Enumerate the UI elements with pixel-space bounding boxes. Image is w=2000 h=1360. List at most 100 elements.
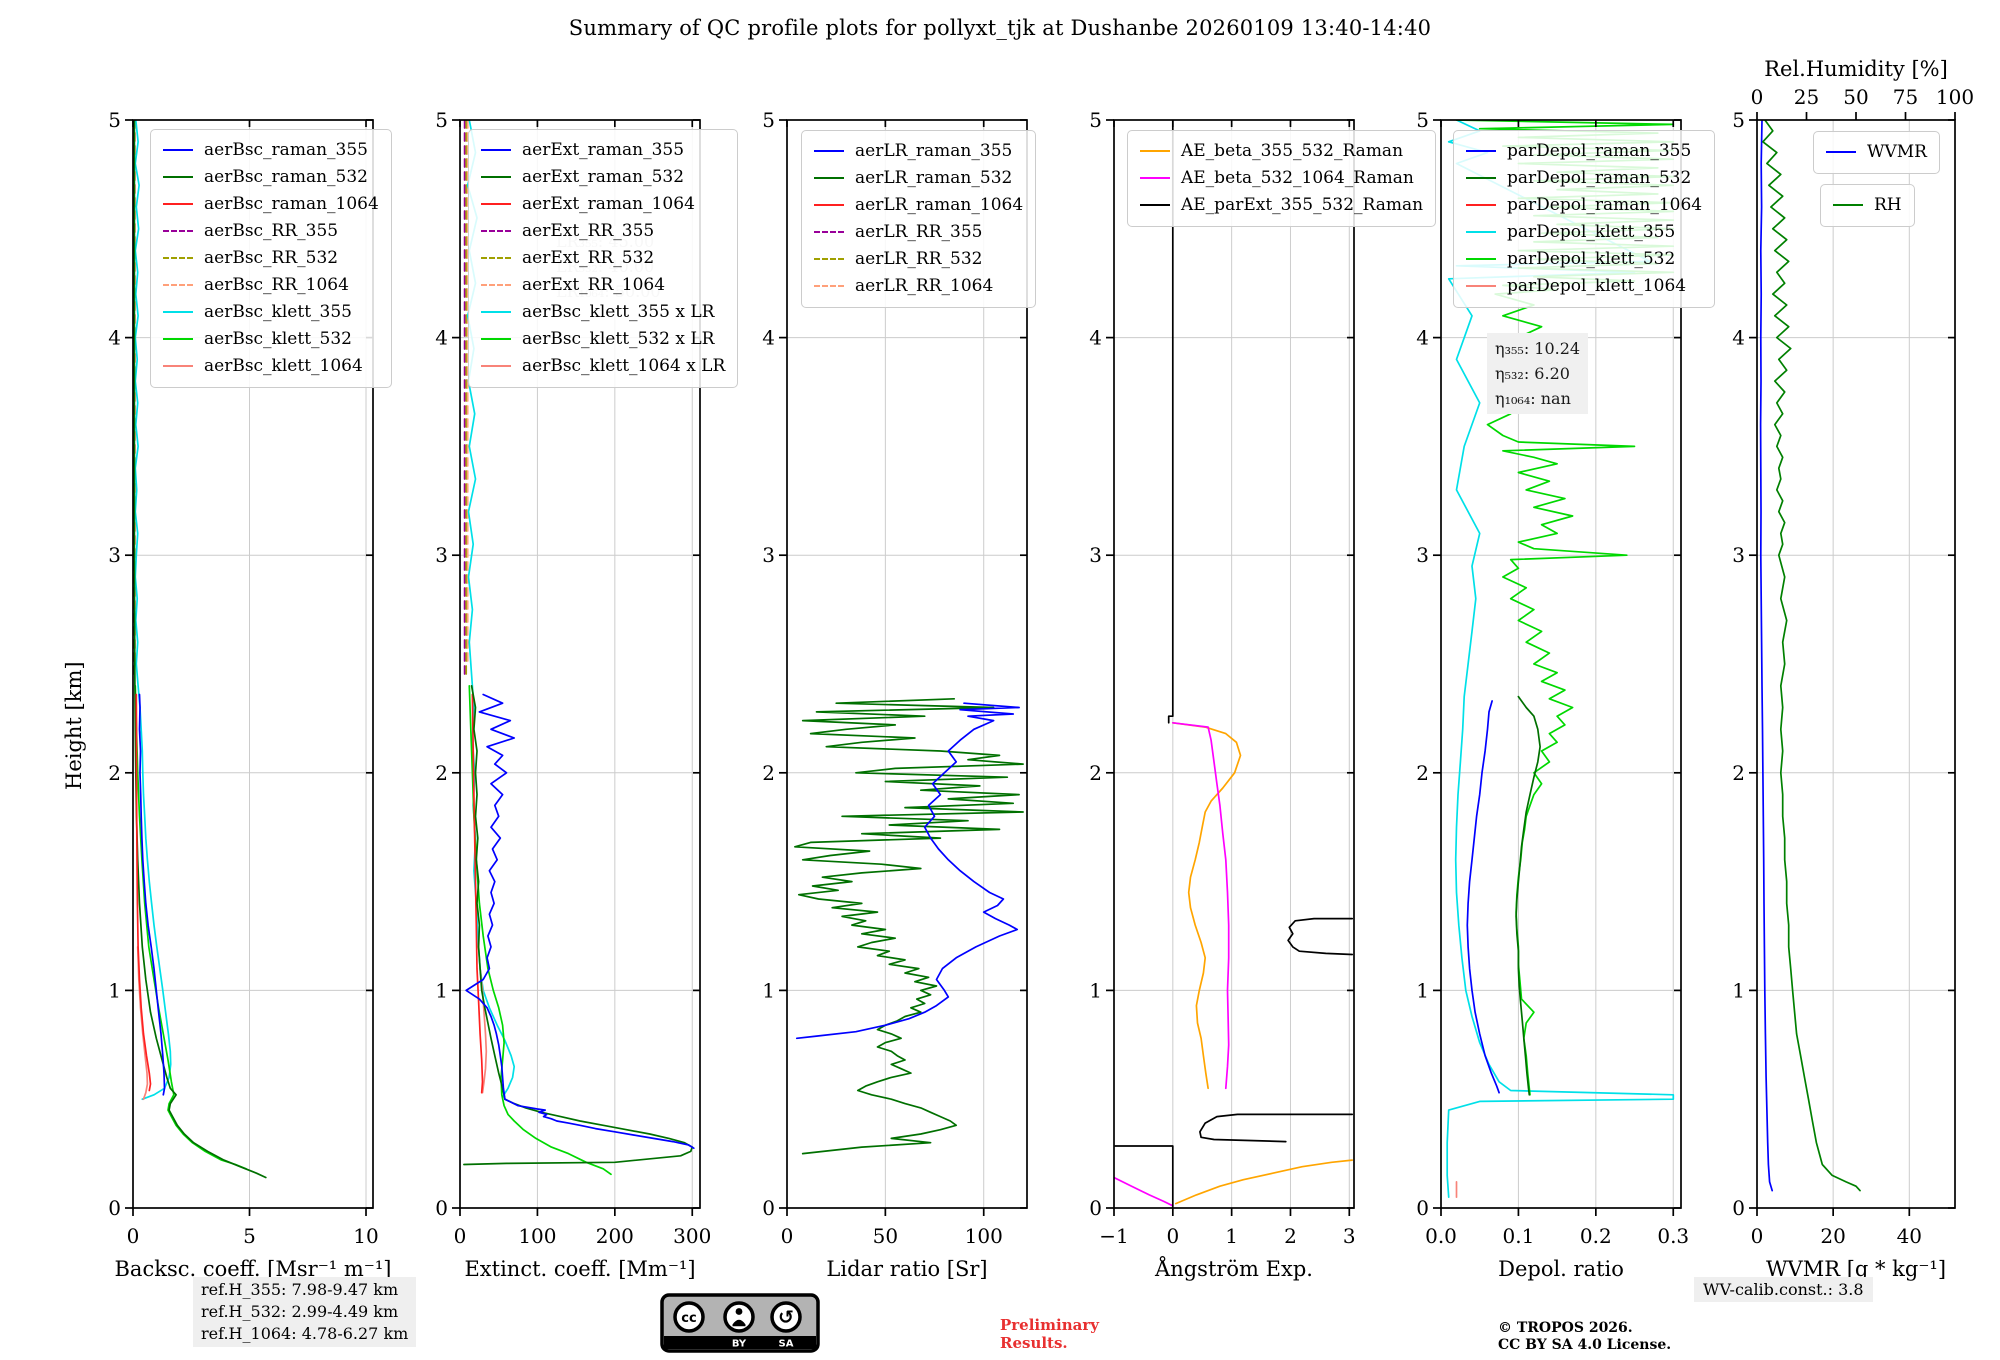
legend-label: parDepol_klett_1064 [1507, 276, 1687, 296]
legend-label: aerBsc_RR_355 [204, 221, 339, 241]
x-tick-label: 5 [243, 1224, 256, 1248]
legend-line-swatch [1466, 285, 1496, 287]
legend-item: aerExt_raman_1064 [481, 191, 725, 218]
y-tick-label: 5 [435, 108, 448, 132]
legend-label: parDepol_klett_355 [1507, 222, 1676, 242]
x-tick-label: 0 [1751, 1224, 1764, 1248]
legend-line-swatch [163, 176, 193, 178]
legend-label: aerBsc_klett_532 x LR [522, 329, 715, 349]
y-tick-label: 2 [1416, 761, 1429, 785]
x-tick-label: 100 [965, 1224, 1003, 1248]
legend-label: aerBsc_klett_355 x LR [522, 302, 715, 322]
legend-item: aerBsc_klett_1064 x LR [481, 353, 725, 380]
legend-depol: parDepol_raman_355 parDepol_raman_532 parD… [1453, 130, 1716, 308]
series-AE_parExt_355_532_Raman [1167, 120, 1174, 724]
legend-item: aerExt_RR_355 [481, 218, 725, 245]
legend-angstroem: AE_beta_355_532_Raman AE_beta_532_1064_Ra… [1127, 130, 1437, 227]
legend-label: aerExt_raman_355 [522, 140, 685, 160]
legend-item: AE_parExt_355_532_Raman [1140, 192, 1423, 219]
legend-backscatter: aerBsc_raman_355 aerBsc_raman_532 aerBsc_r… [150, 129, 392, 388]
legend-line-swatch [1826, 151, 1856, 153]
y-tick-label: 0 [762, 1196, 775, 1220]
legend-line-swatch [481, 284, 511, 286]
legend-line-swatch [814, 177, 844, 179]
series-AE_parExt_355_532_Raman [1114, 1145, 1174, 1208]
legend-label: aerLR_raman_1064 [855, 195, 1024, 215]
legend-line-swatch [1466, 177, 1496, 179]
legend-item: aerLR_raman_355 [814, 138, 1023, 165]
y-tick-label: 1 [1089, 978, 1102, 1002]
legend-item: aerBsc_klett_1064 [163, 353, 379, 380]
x-tick-label: 0.0 [1425, 1224, 1457, 1248]
axes-frame [459, 119, 701, 1209]
y-tick-label: 4 [762, 326, 775, 350]
legend-label: aerLR_RR_1064 [855, 276, 994, 296]
top-tick-label: 0 [1751, 85, 1764, 109]
sa-label: SA [779, 1339, 794, 1350]
x-tick-label: 0 [454, 1224, 467, 1248]
legend-item: AE_beta_355_532_Raman [1140, 138, 1423, 165]
legend-line-swatch [481, 257, 511, 259]
legend-label: aerBsc_raman_355 [204, 140, 368, 160]
legend-line-swatch [481, 338, 511, 340]
legend-wvmr-2: RH [1820, 184, 1915, 227]
legend-label: parDepol_klett_532 [1507, 249, 1676, 269]
legend-item: aerLR_raman_532 [814, 165, 1023, 192]
legend-line-swatch [1466, 231, 1496, 233]
legend-line-swatch [814, 231, 844, 233]
note-line: ref.H_355: 7.98-9.47 km [201, 1280, 399, 1299]
top-tick-label: 100 [1936, 85, 1974, 109]
badge-strip [664, 1336, 816, 1349]
y-tick-label: 3 [1089, 543, 1102, 567]
series-AE_parExt_355_532_Raman [1199, 1113, 1354, 1143]
person-head [735, 1308, 743, 1315]
person-body [732, 1319, 746, 1327]
legend-line-swatch [481, 365, 511, 367]
y-tick-label: 4 [1732, 326, 1745, 350]
legend-item: RH [1833, 192, 1902, 219]
note-line: © TROPOS 2026. [1498, 1320, 1633, 1336]
legend-line-swatch [163, 338, 193, 340]
legend-label: parDepol_raman_355 [1507, 141, 1692, 161]
legend-label: aerExt_raman_532 [522, 167, 685, 187]
legend-item: aerExt_raman_355 [481, 137, 725, 164]
note-line: η₁₀₆₄: nan [1495, 389, 1571, 408]
y-tick-label: 2 [435, 761, 448, 785]
legend-label: AE_beta_532_1064_Raman [1181, 168, 1414, 188]
sa-glyph: ↺ [778, 1307, 794, 1329]
y-tick-label: 2 [762, 761, 775, 785]
legend-item: aerLR_RR_1064 [814, 273, 1023, 300]
legend-item: aerLR_RR_355 [814, 219, 1023, 246]
legend-label: AE_beta_355_532_Raman [1181, 141, 1404, 161]
y-tick-label: 2 [108, 761, 121, 785]
note-line: η₅₃₂: 6.20 [1495, 364, 1570, 383]
axes-frame [132, 119, 374, 1209]
axes-frame [1756, 119, 1956, 1209]
legend-line-swatch [163, 230, 193, 232]
legend-label: aerBsc_klett_1064 [204, 356, 363, 376]
y-tick-label: 5 [1089, 108, 1102, 132]
legend-label: aerBsc_raman_1064 [204, 194, 379, 214]
legend-label: aerLR_raman_532 [855, 168, 1013, 188]
series-aerLR_raman_532 [794, 697, 1024, 1155]
legend-line-swatch [481, 149, 511, 151]
x-tick-label: 40 [1897, 1224, 1922, 1248]
legend-item: aerBsc_raman_355 [163, 137, 379, 164]
x-tick-label: 200 [596, 1224, 634, 1248]
series-aerBsc_raman_355 [138, 693, 166, 1096]
note-line: Preliminary [1000, 1316, 1099, 1334]
y-tick-label: 3 [435, 543, 448, 567]
legend-item: parDepol_raman_1064 [1466, 192, 1702, 219]
wv-calibration-note: WV-calib.const.: 3.8 [1694, 1277, 1873, 1302]
series-aerBsc_raman_532 [133, 120, 267, 1179]
y-tick-label: 2 [1089, 761, 1102, 785]
legend-item: aerBsc_raman_1064 [163, 191, 379, 218]
legend-item: parDepol_klett_532 [1466, 246, 1702, 273]
y-tick-label: 0 [1089, 1196, 1102, 1220]
x-tick-label: 10 [353, 1224, 378, 1248]
x-tick-label: 2 [1284, 1224, 1297, 1248]
legend-item: parDepol_klett_1064 [1466, 273, 1702, 300]
series-AE_beta_532_1064_Raman [1171, 721, 1230, 1090]
y-tick-label: 3 [1732, 543, 1745, 567]
